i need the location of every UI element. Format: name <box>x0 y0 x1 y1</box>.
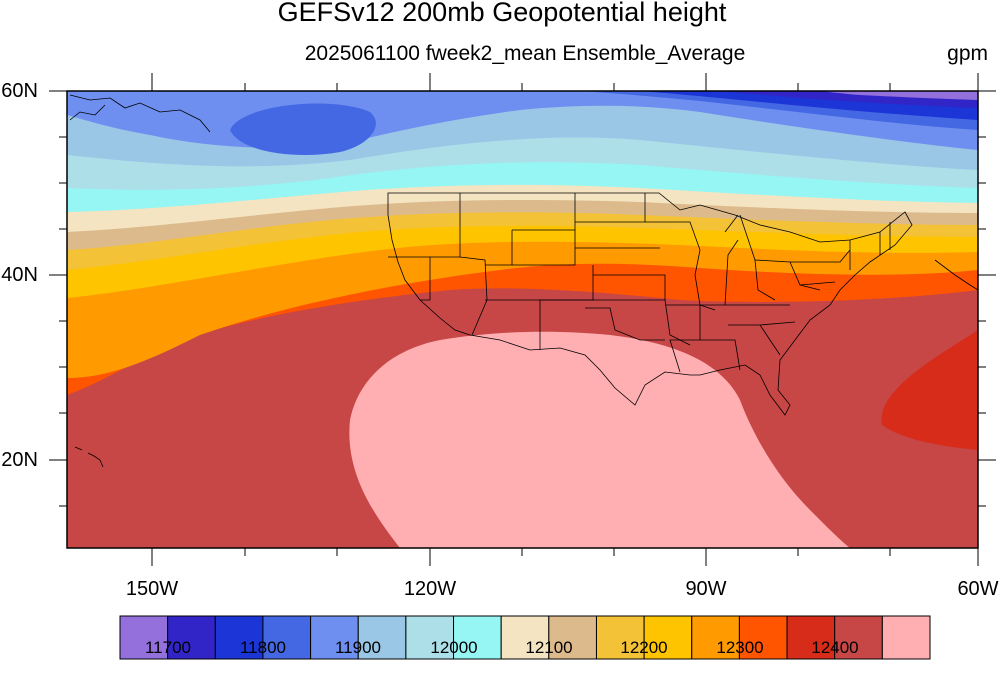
lon-label-60w: 60W <box>957 578 999 600</box>
colorbar-swatch <box>643 615 693 660</box>
colorbar-swatch <box>453 615 502 660</box>
colorbar <box>119 615 931 660</box>
colorbar-label: 11900 <box>334 638 381 657</box>
colorbar-swatch <box>738 615 788 660</box>
lat-label-40n: 40N <box>1 264 38 286</box>
colorbar-swatch <box>119 615 169 660</box>
axis-ticks <box>49 73 996 566</box>
units-label: gpm <box>947 42 988 65</box>
lat-label-60n: 60N <box>1 80 38 102</box>
colorbar-swatch <box>310 615 359 660</box>
colorbar-swatch <box>357 615 407 660</box>
colorbar-label: 12000 <box>430 638 478 657</box>
colorbar-label: 12400 <box>811 638 859 657</box>
lon-label-150w: 150W <box>125 578 179 600</box>
contour-fill <box>67 91 978 548</box>
colorbar-label: 12200 <box>620 638 668 657</box>
colorbar-swatch <box>214 615 264 660</box>
colorbar-swatch <box>167 615 216 660</box>
colorbar-label: 12300 <box>716 638 764 657</box>
colorbar-swatch <box>786 615 836 660</box>
state-boundaries <box>387 192 913 416</box>
lat-label-20n: 20N <box>1 449 38 471</box>
map-title: GEFSv12 200mb Geopotential height <box>277 0 727 27</box>
lon-label-120w: 120W <box>403 578 457 600</box>
lon-label-90w: 90W <box>685 578 727 600</box>
coastlines <box>69 94 979 468</box>
colorbar-swatch <box>548 615 597 660</box>
colorbar-swatch <box>262 615 312 660</box>
colorbar-label: 11800 <box>239 638 286 657</box>
colorbar-label: 12100 <box>525 638 573 657</box>
colorbar-swatch <box>881 615 931 660</box>
colorbar-swatch <box>595 615 645 660</box>
colorbar-label: 11700 <box>144 638 191 657</box>
map-subtitle: 2025061100 fweek2_mean Ensemble_Average <box>304 42 746 65</box>
